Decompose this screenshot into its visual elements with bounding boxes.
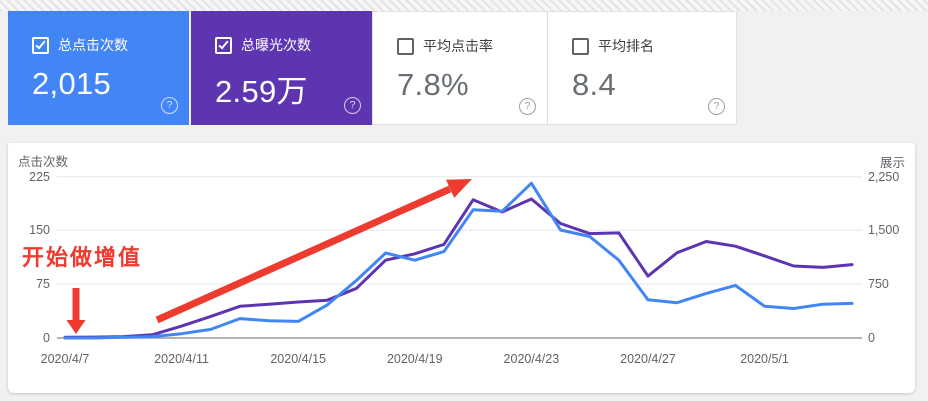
annotation-text: 开始做增值 [22,245,143,270]
x-axis-date-label: 2020/4/19 [386,352,443,366]
right-tick-label: 0 [868,330,875,345]
metric-value: 7.8% [397,67,469,102]
metric-label: 平均点击率 [423,38,493,54]
metric-cards-row: 总点击次数 2,015 ? 总曝光次数 2.59万 ? 平均点击率 7.8% ? [8,11,737,125]
metric-value: 2,015 [32,66,112,101]
x-axis-date-label: 2020/4/7 [40,352,90,366]
help-icon[interactable]: ? [519,98,536,115]
right-tick-label: 1,500 [868,223,900,238]
x-axis-date-label: 2020/5/1 [740,352,789,366]
metric-value: 8.4 [572,67,616,102]
left-tick-label: 75 [36,277,50,291]
right-axis-title: 展示 [880,156,906,170]
background-stripe-band [0,0,928,11]
left-tick-label: 225 [29,169,50,184]
help-icon[interactable]: ? [161,97,178,114]
metric-card-average-position[interactable]: 平均排名 8.4 ? [547,11,737,125]
left-axis-title: 点击次数 [18,155,69,169]
metric-card-total-clicks[interactable]: 总点击次数 2,015 ? [8,11,189,125]
metric-card-average-ctr[interactable]: 平均点击率 7.8% ? [372,11,547,125]
metric-label: 平均排名 [598,38,654,54]
metric-card-total-impressions[interactable]: 总曝光次数 2.59万 ? [191,11,372,125]
right-tick-label: 750 [868,277,889,291]
x-axis-date-label: 2020/4/15 [270,352,326,366]
right-tick-label: 2,250 [868,169,900,184]
metric-card-header: 平均点击率 [397,37,547,55]
metric-value: 2.59万 [215,74,308,109]
help-icon[interactable]: ? [708,98,725,115]
metric-card-header: 总曝光次数 [215,36,372,54]
x-axis-date-label: 2020/4/23 [503,352,560,366]
checkbox-checked-icon[interactable] [32,36,49,54]
left-tick-label: 0 [43,330,50,345]
x-axis-date-label: 2020/4/11 [154,352,209,366]
checkbox-unchecked-icon[interactable] [572,37,589,55]
checkbox-checked-icon[interactable] [215,36,232,54]
help-icon[interactable]: ? [344,97,361,114]
metric-label: 总曝光次数 [241,37,311,53]
x-axis-date-label: 2020/4/27 [620,352,676,366]
metric-card-header: 平均排名 [572,37,736,55]
metric-label: 总点击次数 [58,37,128,53]
left-tick-label: 150 [29,223,50,238]
metric-card-header: 总点击次数 [32,36,189,54]
checkbox-unchecked-icon[interactable] [397,37,414,55]
